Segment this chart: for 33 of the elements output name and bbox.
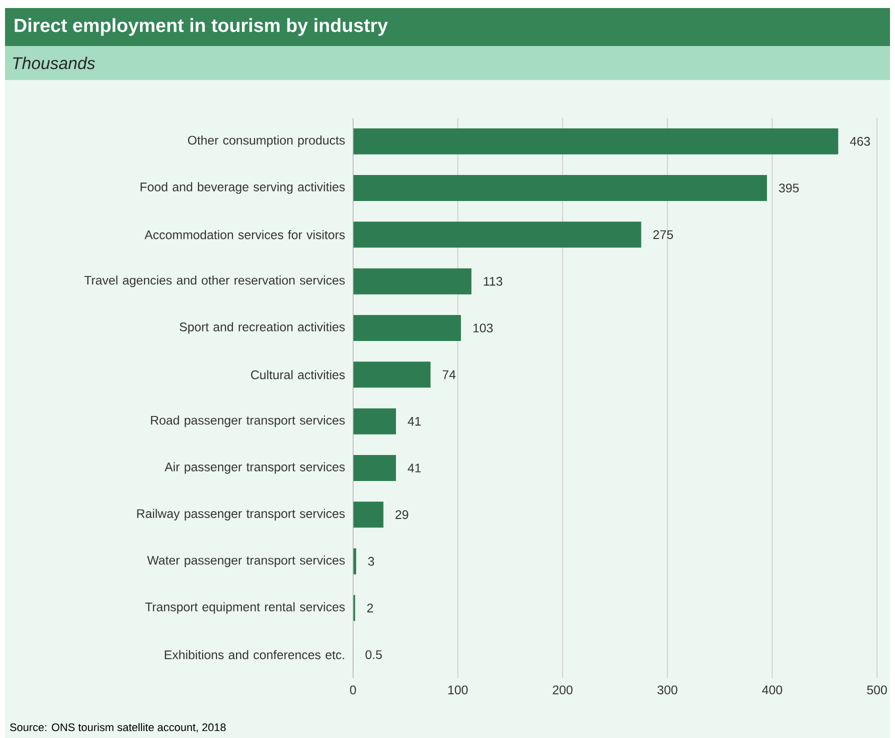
x-tick-label: 300 — [657, 686, 678, 694]
data-label: 41 — [408, 464, 421, 472]
data-label: 0.5 — [366, 650, 382, 660]
y-tick-label: Accommodation services for visitors — [144, 230, 345, 240]
data-label: 395 — [778, 184, 799, 192]
y-tick-label: Sport and recreation activities — [180, 322, 345, 334]
data-label: 103 — [473, 324, 493, 332]
source-note: Source: ONS tourism satellite account, 2018 — [10, 723, 226, 732]
y-tick-label: Other consumption products — [188, 136, 345, 148]
x-tick-label: 400 — [762, 686, 782, 694]
data-label: 3 — [368, 556, 374, 566]
data-label: 463 — [850, 136, 870, 146]
y-tick-label: Air passenger transport services — [164, 462, 345, 474]
data-label: 2 — [367, 604, 373, 612]
x-tick-label: 500 — [867, 686, 887, 694]
y-tick-label: Travel agencies and other reservation services — [84, 276, 345, 288]
text: Direct employment in tourism by industry — [14, 18, 388, 36]
data-label: 41 — [408, 417, 421, 426]
x-tick-label: 100 — [448, 686, 468, 694]
y-tick-label: Exhibitions and conferences etc. — [164, 650, 344, 660]
y-tick-label: Transport equipment rental services — [145, 602, 345, 614]
y-tick-label: Cultural activities — [251, 370, 345, 380]
x-tick-label: 0 — [350, 686, 356, 694]
x-tick-label: 200 — [552, 686, 573, 694]
data-label: 29 — [396, 510, 408, 520]
y-tick-label: Road passenger transport services — [151, 416, 345, 428]
y-tick-label: Water passenger transport services — [147, 556, 345, 568]
y-tick-label: Railway passenger transport services — [137, 508, 345, 520]
data-label: 113 — [484, 276, 502, 286]
data-label: 74 — [442, 370, 456, 379]
text: Thousands — [13, 56, 95, 70]
data-label: 275 — [653, 230, 673, 240]
y-tick-label: Food and beverage serving activities — [140, 182, 345, 194]
